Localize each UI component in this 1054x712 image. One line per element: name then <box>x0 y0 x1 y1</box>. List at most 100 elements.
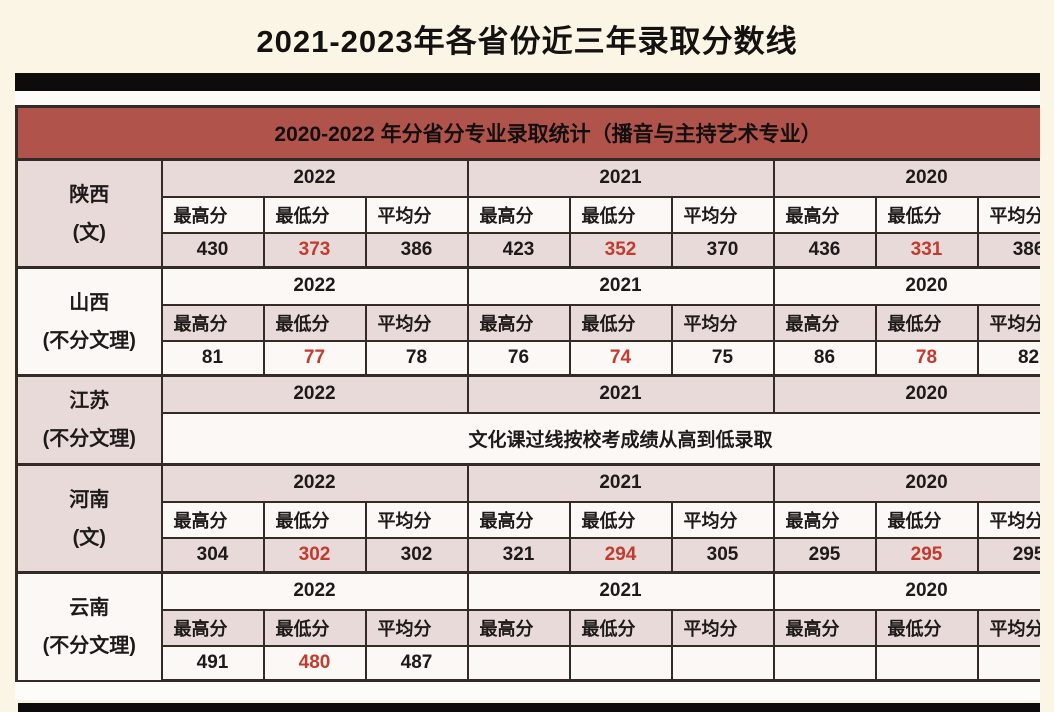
year-cell: 2022 <box>160 158 469 198</box>
score-value-cell <box>874 644 979 682</box>
table-row: 430 373 386 423 352 370 436 331 386 <box>17 231 1040 269</box>
table-row: 最高分 最低分 平均分 最高分 最低分 平均分 最高分 最低分 平均分 <box>17 303 1040 342</box>
score-value-cell: 305 <box>670 536 775 574</box>
score-value-cell: 78 <box>364 339 469 377</box>
score-value-cell: 302 <box>262 536 367 574</box>
year-cell: 2021 <box>466 374 775 414</box>
table-header-row: 2020-2022 年分省分专业录取统计（播音与主持艺术专业） <box>15 105 1040 161</box>
table-row: 陕西 (文) 2022 2021 2020 <box>15 158 1040 269</box>
year-cell: 2020 <box>772 158 1040 198</box>
score-header-cell: 最高分 <box>466 195 571 234</box>
score-value-cell: 294 <box>568 536 673 574</box>
year-cell: 2022 <box>160 266 469 306</box>
year-cell: 2021 <box>466 158 775 198</box>
score-header-cell: 最低分 <box>262 500 367 539</box>
score-header-cell: 最高分 <box>772 500 877 539</box>
score-value-cell: 386 <box>976 231 1040 269</box>
score-header-cell: 最低分 <box>262 303 367 342</box>
score-value-cell: 76 <box>466 339 571 377</box>
score-header-cell: 最低分 <box>568 303 673 342</box>
table-title: 2020-2022 年分省分专业录取统计（播音与主持艺术专业） <box>15 105 1040 161</box>
score-value-cell: 370 <box>670 231 775 269</box>
score-header-cell: 最低分 <box>262 195 367 234</box>
table-row: 最高分 最低分 平均分 最高分 最低分 平均分 最高分 最低分 平均分 <box>17 608 1040 647</box>
score-header-cell: 平均分 <box>976 500 1040 539</box>
province-category: (不分文理) <box>42 634 136 657</box>
province-category: (文) <box>72 526 106 549</box>
score-value-cell: 386 <box>364 231 469 269</box>
score-table: 2020-2022 年分省分专业录取统计（播音与主持艺术专业） 陕西 (文) 2… <box>15 105 1040 682</box>
score-value-cell: 302 <box>364 536 469 574</box>
score-value-cell: 81 <box>160 339 265 377</box>
score-header-cell: 最高分 <box>772 195 877 234</box>
score-value-cell: 331 <box>874 231 979 269</box>
score-header-cell: 平均分 <box>364 195 469 234</box>
score-header-cell: 平均分 <box>976 303 1040 342</box>
province-name: 云南 <box>69 596 110 619</box>
score-value-cell: 373 <box>262 231 367 269</box>
table-row: 491 480 487 <box>17 644 1040 682</box>
score-header-cell: 最高分 <box>466 608 571 647</box>
score-value-cell: 430 <box>160 231 265 269</box>
score-value-cell: 304 <box>160 536 265 574</box>
year-cell: 2021 <box>466 463 775 503</box>
table-panel: 2020-2022 年分省分专业录取统计（播音与主持艺术专业） 陕西 (文) 2… <box>15 91 1040 700</box>
score-value-cell: 82 <box>976 339 1040 377</box>
score-value-cell: 77 <box>262 339 367 377</box>
year-cell: 2020 <box>772 463 1040 503</box>
note-cell: 文化课过线按校考成绩从高到低录取 <box>160 411 1040 466</box>
score-header-cell: 平均分 <box>670 500 775 539</box>
score-header-cell: 最低分 <box>874 195 979 234</box>
score-header-cell: 最高分 <box>466 303 571 342</box>
table-row: 云南 (不分文理) 2022 2021 2020 <box>15 571 1040 682</box>
score-value-cell <box>976 644 1040 682</box>
score-header-cell: 平均分 <box>670 303 775 342</box>
province-name: 陕西 <box>69 183 110 206</box>
table-row: 最高分 最低分 平均分 最高分 最低分 平均分 最高分 最低分 平均分 <box>17 195 1040 234</box>
score-header-cell: 最低分 <box>874 303 979 342</box>
score-header-cell: 最高分 <box>772 608 877 647</box>
score-header-cell: 平均分 <box>364 303 469 342</box>
score-value-cell: 78 <box>874 339 979 377</box>
score-value-cell: 423 <box>466 231 571 269</box>
province-cell: 江苏 (不分文理) <box>15 374 163 466</box>
score-value-cell: 295 <box>874 536 979 574</box>
score-header-cell: 最低分 <box>874 608 979 647</box>
score-header-cell: 最高分 <box>160 303 265 342</box>
table-row: 山西 (不分文理) 2022 2021 2020 <box>15 266 1040 377</box>
score-header-cell: 最低分 <box>568 500 673 539</box>
province-cell: 陕西 (文) <box>15 158 163 269</box>
score-header-cell: 平均分 <box>364 608 469 647</box>
score-header-cell: 平均分 <box>364 500 469 539</box>
score-value-cell: 480 <box>262 644 367 682</box>
table-row: 河南 (文) 2022 2021 2020 <box>15 463 1040 574</box>
score-header-cell: 平均分 <box>976 195 1040 234</box>
province-category: (不分文理) <box>42 329 136 352</box>
top-frame-bar <box>15 73 1040 91</box>
score-value-cell: 491 <box>160 644 265 682</box>
score-header-cell: 最高分 <box>772 303 877 342</box>
year-cell: 2021 <box>466 571 775 611</box>
score-header-cell: 最高分 <box>160 500 265 539</box>
table-row: 文化课过线按校考成绩从高到低录取 <box>17 411 1040 466</box>
table-row: 最高分 最低分 平均分 最高分 最低分 平均分 最高分 最低分 平均分 <box>17 500 1040 539</box>
score-value-cell: 295 <box>976 536 1040 574</box>
province-category: (不分文理) <box>42 428 136 450</box>
year-cell: 2022 <box>160 571 469 611</box>
score-value-cell: 436 <box>772 231 877 269</box>
province-name: 山西 <box>69 291 110 314</box>
province-cell: 山西 (不分文理) <box>15 266 163 377</box>
score-value-cell: 352 <box>568 231 673 269</box>
table-row: 304 302 302 321 294 305 295 295 295 <box>17 536 1040 574</box>
province-cell: 云南 (不分文理) <box>15 571 163 682</box>
province-name: 江苏 <box>69 390 110 412</box>
score-header-cell: 最低分 <box>568 608 673 647</box>
score-value-cell <box>568 644 673 682</box>
score-header-cell: 平均分 <box>670 608 775 647</box>
score-header-cell: 最低分 <box>568 195 673 234</box>
year-cell: 2022 <box>160 374 469 414</box>
score-header-cell: 最高分 <box>466 500 571 539</box>
year-cell: 2020 <box>772 571 1040 611</box>
score-header-cell: 最低分 <box>262 608 367 647</box>
province-name: 河南 <box>69 488 110 511</box>
